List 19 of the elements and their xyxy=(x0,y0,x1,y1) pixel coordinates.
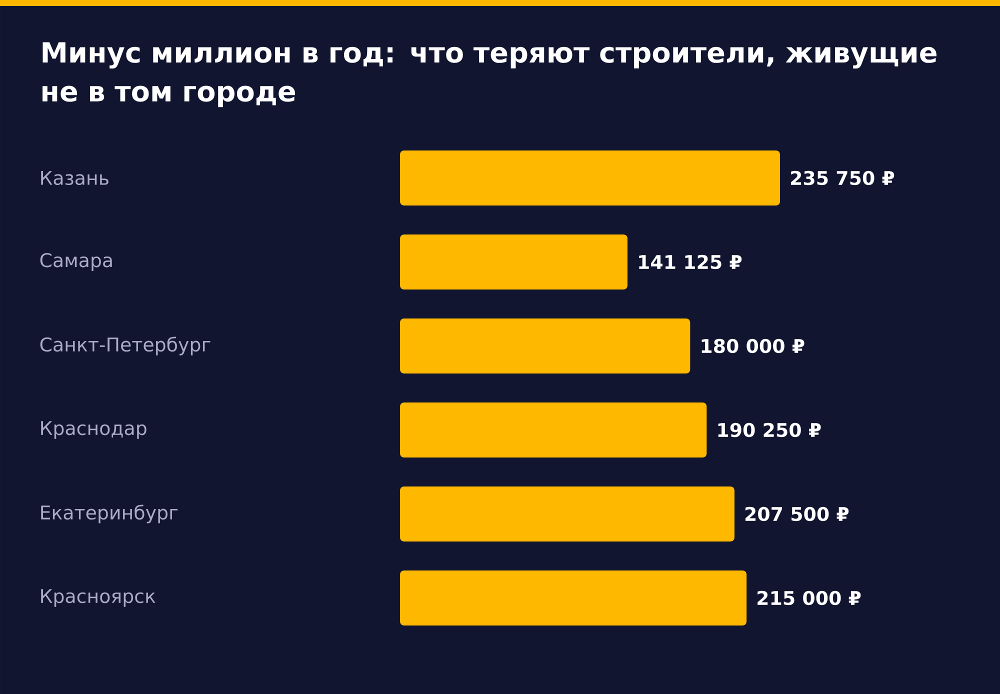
y-tick-label: Самара xyxy=(40,253,112,271)
data-label: 207 500 ₽ xyxy=(745,506,849,522)
data-label: 190 250 ₽ xyxy=(718,422,821,438)
y-tick-label: Красноярск xyxy=(41,589,156,607)
data-label: 215 000 ₽ xyxy=(758,590,861,606)
data-label: 141 125 ₽ xyxy=(639,254,742,270)
chart-title: Минус миллион в год: что теряют строители, живущие не в том городе xyxy=(42,42,936,108)
bar xyxy=(400,570,747,626)
bar xyxy=(400,318,690,374)
bar xyxy=(400,402,707,458)
y-tick-label: Казань xyxy=(41,170,108,186)
bar xyxy=(400,486,734,542)
data-label: 180 000 ₽ xyxy=(702,338,804,354)
data-label: 235 750 ₽ xyxy=(791,170,894,186)
bar xyxy=(400,234,628,290)
y-tick-label: Краснодар xyxy=(41,421,146,439)
y-tick-label: Екатеринбург xyxy=(41,504,178,524)
y-tick-label: Санкт-Петербург xyxy=(40,336,210,356)
bar xyxy=(400,150,780,206)
